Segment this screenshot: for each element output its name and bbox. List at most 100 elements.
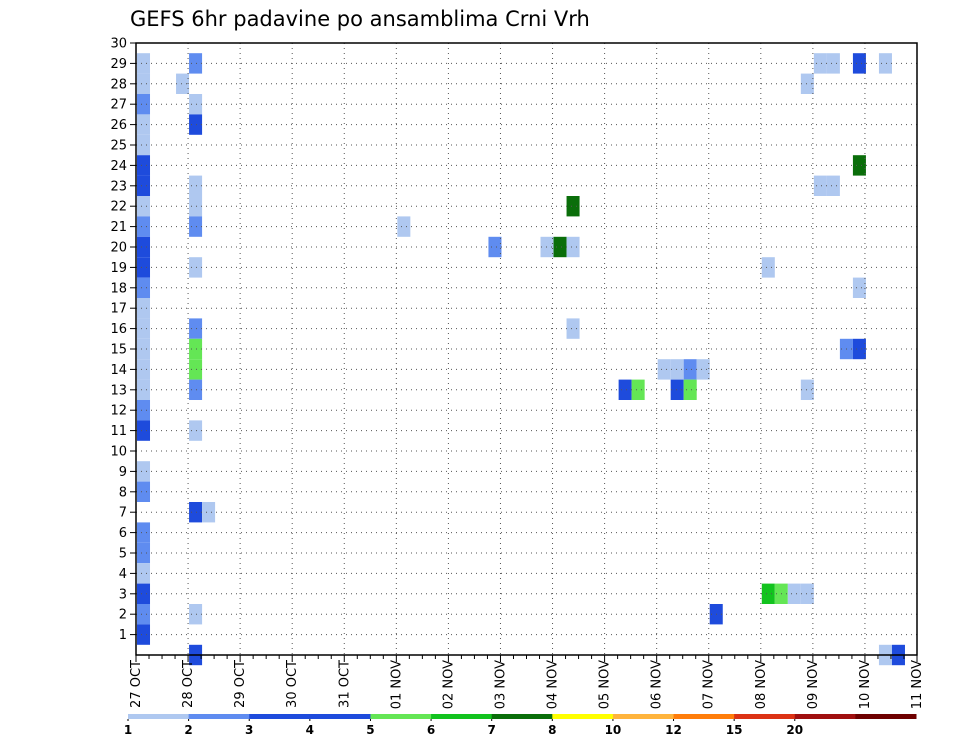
y-tick-label: 23 (110, 179, 127, 194)
legend-label: 2 (184, 723, 192, 737)
y-tick-label: 8 (119, 485, 127, 500)
ensemble-cell (137, 461, 151, 482)
ensemble-cell (137, 73, 151, 94)
ensemble-cell (137, 318, 151, 339)
legend-label: 5 (366, 723, 374, 737)
x-tick-label: 06 NOV (650, 660, 665, 709)
y-tick-label: 10 (110, 445, 127, 460)
legend-swatch (612, 714, 675, 719)
ensemble-cell (488, 236, 502, 258)
y-tick-label: 21 (110, 220, 127, 235)
y-tick-label: 7 (119, 506, 127, 521)
ensemble-cell (189, 379, 203, 400)
y-tick-label: 4 (119, 567, 127, 582)
ensemble-cell (189, 318, 203, 339)
y-tick-label: 30 (110, 37, 127, 52)
ensemble-cell (137, 624, 151, 645)
ensemble-cell (189, 175, 203, 196)
ensemble-cell (137, 155, 151, 176)
ensemble-cell (566, 318, 580, 339)
x-tick-label: 04 NOV (546, 660, 561, 709)
ensemble-cell (878, 53, 892, 74)
ensemble-cell (189, 53, 203, 74)
ensemble-cell (137, 379, 151, 400)
ensemble-cell (852, 155, 866, 176)
ensemble-cell (540, 236, 554, 258)
ensemble-cell (137, 400, 151, 421)
y-tick-label: 2 (119, 608, 127, 623)
ensemble-cell (696, 359, 710, 380)
x-tick-label: 27 OCT (129, 660, 144, 708)
y-tick-label: 25 (110, 139, 127, 154)
legend-swatch (431, 714, 493, 719)
ensemble-cell (852, 277, 866, 298)
legend-label: 3 (245, 723, 253, 737)
color-legend: 1 2 3 4 5 6 7 8 10 12 15 20 (124, 714, 917, 737)
ensemble-cell (189, 114, 203, 135)
ensemble-cell (397, 216, 411, 237)
ensemble-cell (553, 236, 567, 258)
ensemble-cell (137, 359, 151, 380)
ensemble-cell (189, 604, 203, 625)
ensemble-cell (189, 359, 203, 380)
x-tick-label: 03 NOV (493, 660, 508, 709)
y-tick-label: 17 (110, 302, 127, 317)
ensemble-cell (800, 379, 814, 400)
ensemble-cell (800, 583, 814, 604)
y-tick-label: 16 (110, 322, 127, 337)
x-tick-label: 08 NOV (754, 660, 769, 709)
ensemble-cell (683, 359, 697, 380)
y-tick-label: 3 (119, 587, 127, 602)
ensemble-cell (137, 196, 151, 217)
ensemble-cell (137, 522, 151, 543)
ensemble-cell (137, 257, 151, 278)
legend-swatch (370, 714, 432, 719)
legend-label: 6 (427, 723, 435, 737)
x-tick-label: 29 OCT (233, 660, 248, 708)
ensemble-cell (137, 94, 151, 115)
legend-swatch (673, 714, 735, 719)
y-tick-label: 15 (110, 343, 127, 358)
y-tick-label: 29 (110, 57, 127, 72)
y-tick-label: 1 (119, 628, 127, 643)
y-tick-label: 26 (110, 118, 127, 133)
y-tick-label: 19 (110, 261, 127, 276)
ensemble-cell (800, 73, 814, 94)
y-tick-label: 24 (110, 159, 127, 174)
legend-swatch (855, 714, 917, 719)
ensemble-cell (137, 481, 151, 502)
x-tick-label: 01 NOV (389, 660, 404, 709)
ensemble-cell (189, 196, 203, 217)
ensemble-cell (137, 338, 151, 360)
y-tick-label: 18 (110, 281, 127, 296)
gridlines (136, 43, 917, 655)
ensemble-cell (566, 236, 580, 258)
y-axis: 1234567891011121314151617181920212223242… (110, 37, 136, 643)
y-tick-label: 27 (110, 98, 127, 113)
ensemble-cell (787, 583, 801, 604)
y-tick-label: 22 (110, 200, 127, 215)
x-tick-label: 31 OCT (337, 660, 352, 708)
ensemble-cell (137, 563, 151, 584)
ensemble-cell (852, 338, 866, 360)
y-tick-label: 12 (110, 404, 127, 419)
x-tick-label: 30 OCT (285, 660, 300, 708)
ensemble-cell (761, 583, 775, 604)
ensemble-cell (137, 604, 151, 625)
ensemble-cell (137, 216, 151, 237)
ensemble-cell (137, 236, 151, 258)
x-tick-label: 05 NOV (598, 660, 613, 709)
ensemble-cell (826, 53, 840, 74)
x-tick-label: 07 NOV (702, 660, 717, 709)
ensemble-cell (137, 53, 151, 74)
legend-swatch (249, 714, 311, 719)
y-tick-label: 6 (119, 526, 127, 541)
x-tick-label: 11 NOV (910, 660, 925, 709)
ensemble-cell (566, 196, 580, 217)
ensemble-cell (189, 216, 203, 237)
ensemble-cell (137, 114, 151, 135)
ensemble-cell (137, 298, 151, 319)
x-tick-label: 28 OCT (181, 660, 196, 708)
ensemble-cell (176, 73, 190, 94)
